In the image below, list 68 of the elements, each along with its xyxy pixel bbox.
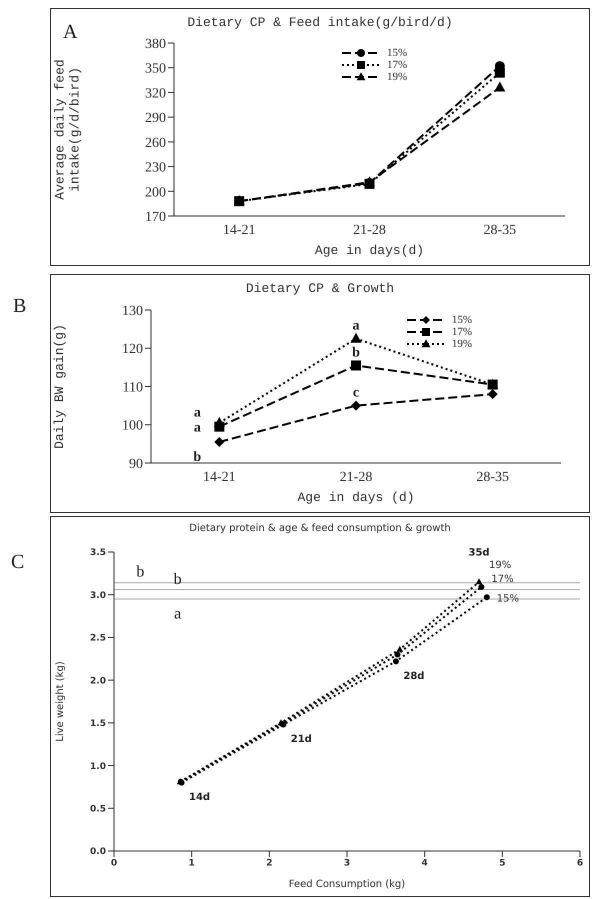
y-tick-label: 320 [145,86,166,102]
y-tick-label: 110 [122,380,143,396]
y-tick-label: 130 [122,304,143,319]
legend-label: 15% [387,47,408,59]
y-tick-label: 100 [122,418,143,434]
legend-label: 17% [452,326,472,338]
chart-title: Dietary CP & Growth [244,281,396,296]
text: B [13,295,26,318]
annotation: 14d [189,792,210,804]
y-tick-label: 350 [145,62,166,77]
annotation: b [174,571,182,588]
annotation: 28d [403,670,424,682]
legend-label: 19% [387,71,408,83]
y-tick-label: 170 [145,210,166,225]
y-tick-label: 90 [129,456,143,472]
annotation: a [194,420,201,436]
series-label: 15% [496,593,520,604]
y-tick-label: 230 [145,160,166,176]
x-tick-label: 1 [188,858,195,868]
y-tick-label: 290 [145,111,166,126]
chart-title: Dietary protein & age & feed consumption & growth [188,523,452,534]
x-axis-title: Age in days(d) [314,243,424,258]
y-tick-label: 200 [145,185,166,200]
chart-title: Dietary CP & Feed intake(g/bird/d) [187,15,453,30]
y-tick-label: 3.0 [90,590,106,601]
x-tick-label: 6 [576,858,584,868]
x-tick-label: 28-35 [483,222,516,238]
annotation: c [352,386,360,401]
text: C [11,551,24,574]
annotation: 21d [290,734,312,746]
legend-label: 19% [452,338,472,350]
x-tick-label: 28-35 [476,470,510,485]
legend-label: 17% [387,59,408,71]
y-axis-title: Daily BW gain(g) [52,324,67,449]
y-axis-title: Average daily feed intake(g/d/bird) [52,59,83,200]
x-tick-label: 3 [344,858,350,868]
annotation: a [174,606,182,623]
x-tick-label: 4 [422,858,428,868]
annotation: b [352,345,360,360]
x-axis-title: Age in days (d) [297,490,415,505]
x-tick-label: 14-21 [222,222,256,238]
annotation: a [352,318,360,334]
y-axis-title: Live weight (kg) [55,661,66,742]
x-tick-label: 21-28 [340,470,372,485]
series-label: 19% [489,560,512,571]
y-tick-label: 3.5 [90,548,106,558]
legend-label: 15% [452,314,472,326]
annotation: a [194,406,201,421]
y-tick-label: 2.0 [90,676,106,686]
y-tick-label: 1.5 [90,719,106,730]
y-tick-label: 260 [145,136,166,151]
y-tick-label: 0.5 [90,804,106,814]
x-tick-label: 5 [499,858,506,868]
series-label: 17% [491,574,514,586]
annotation: b [136,563,144,580]
annotation: 35d [468,547,490,558]
annotation: b [193,450,202,465]
y-tick-label: 2.5 [90,634,106,644]
y-tick-label: 120 [122,342,143,358]
x-tick-label: 14-21 [202,470,236,485]
y-tick-label: 1.0 [90,762,106,772]
x-tick-label: 21-28 [353,222,386,238]
x-tick-label: 2 [266,858,272,868]
x-tick-label: 0 [110,858,118,868]
y-tick-label: 0.0 [90,847,106,858]
text: A [63,21,78,44]
x-axis-title: Feed Consumption (kg) [288,879,406,890]
y-tick-label: 380 [145,36,166,52]
